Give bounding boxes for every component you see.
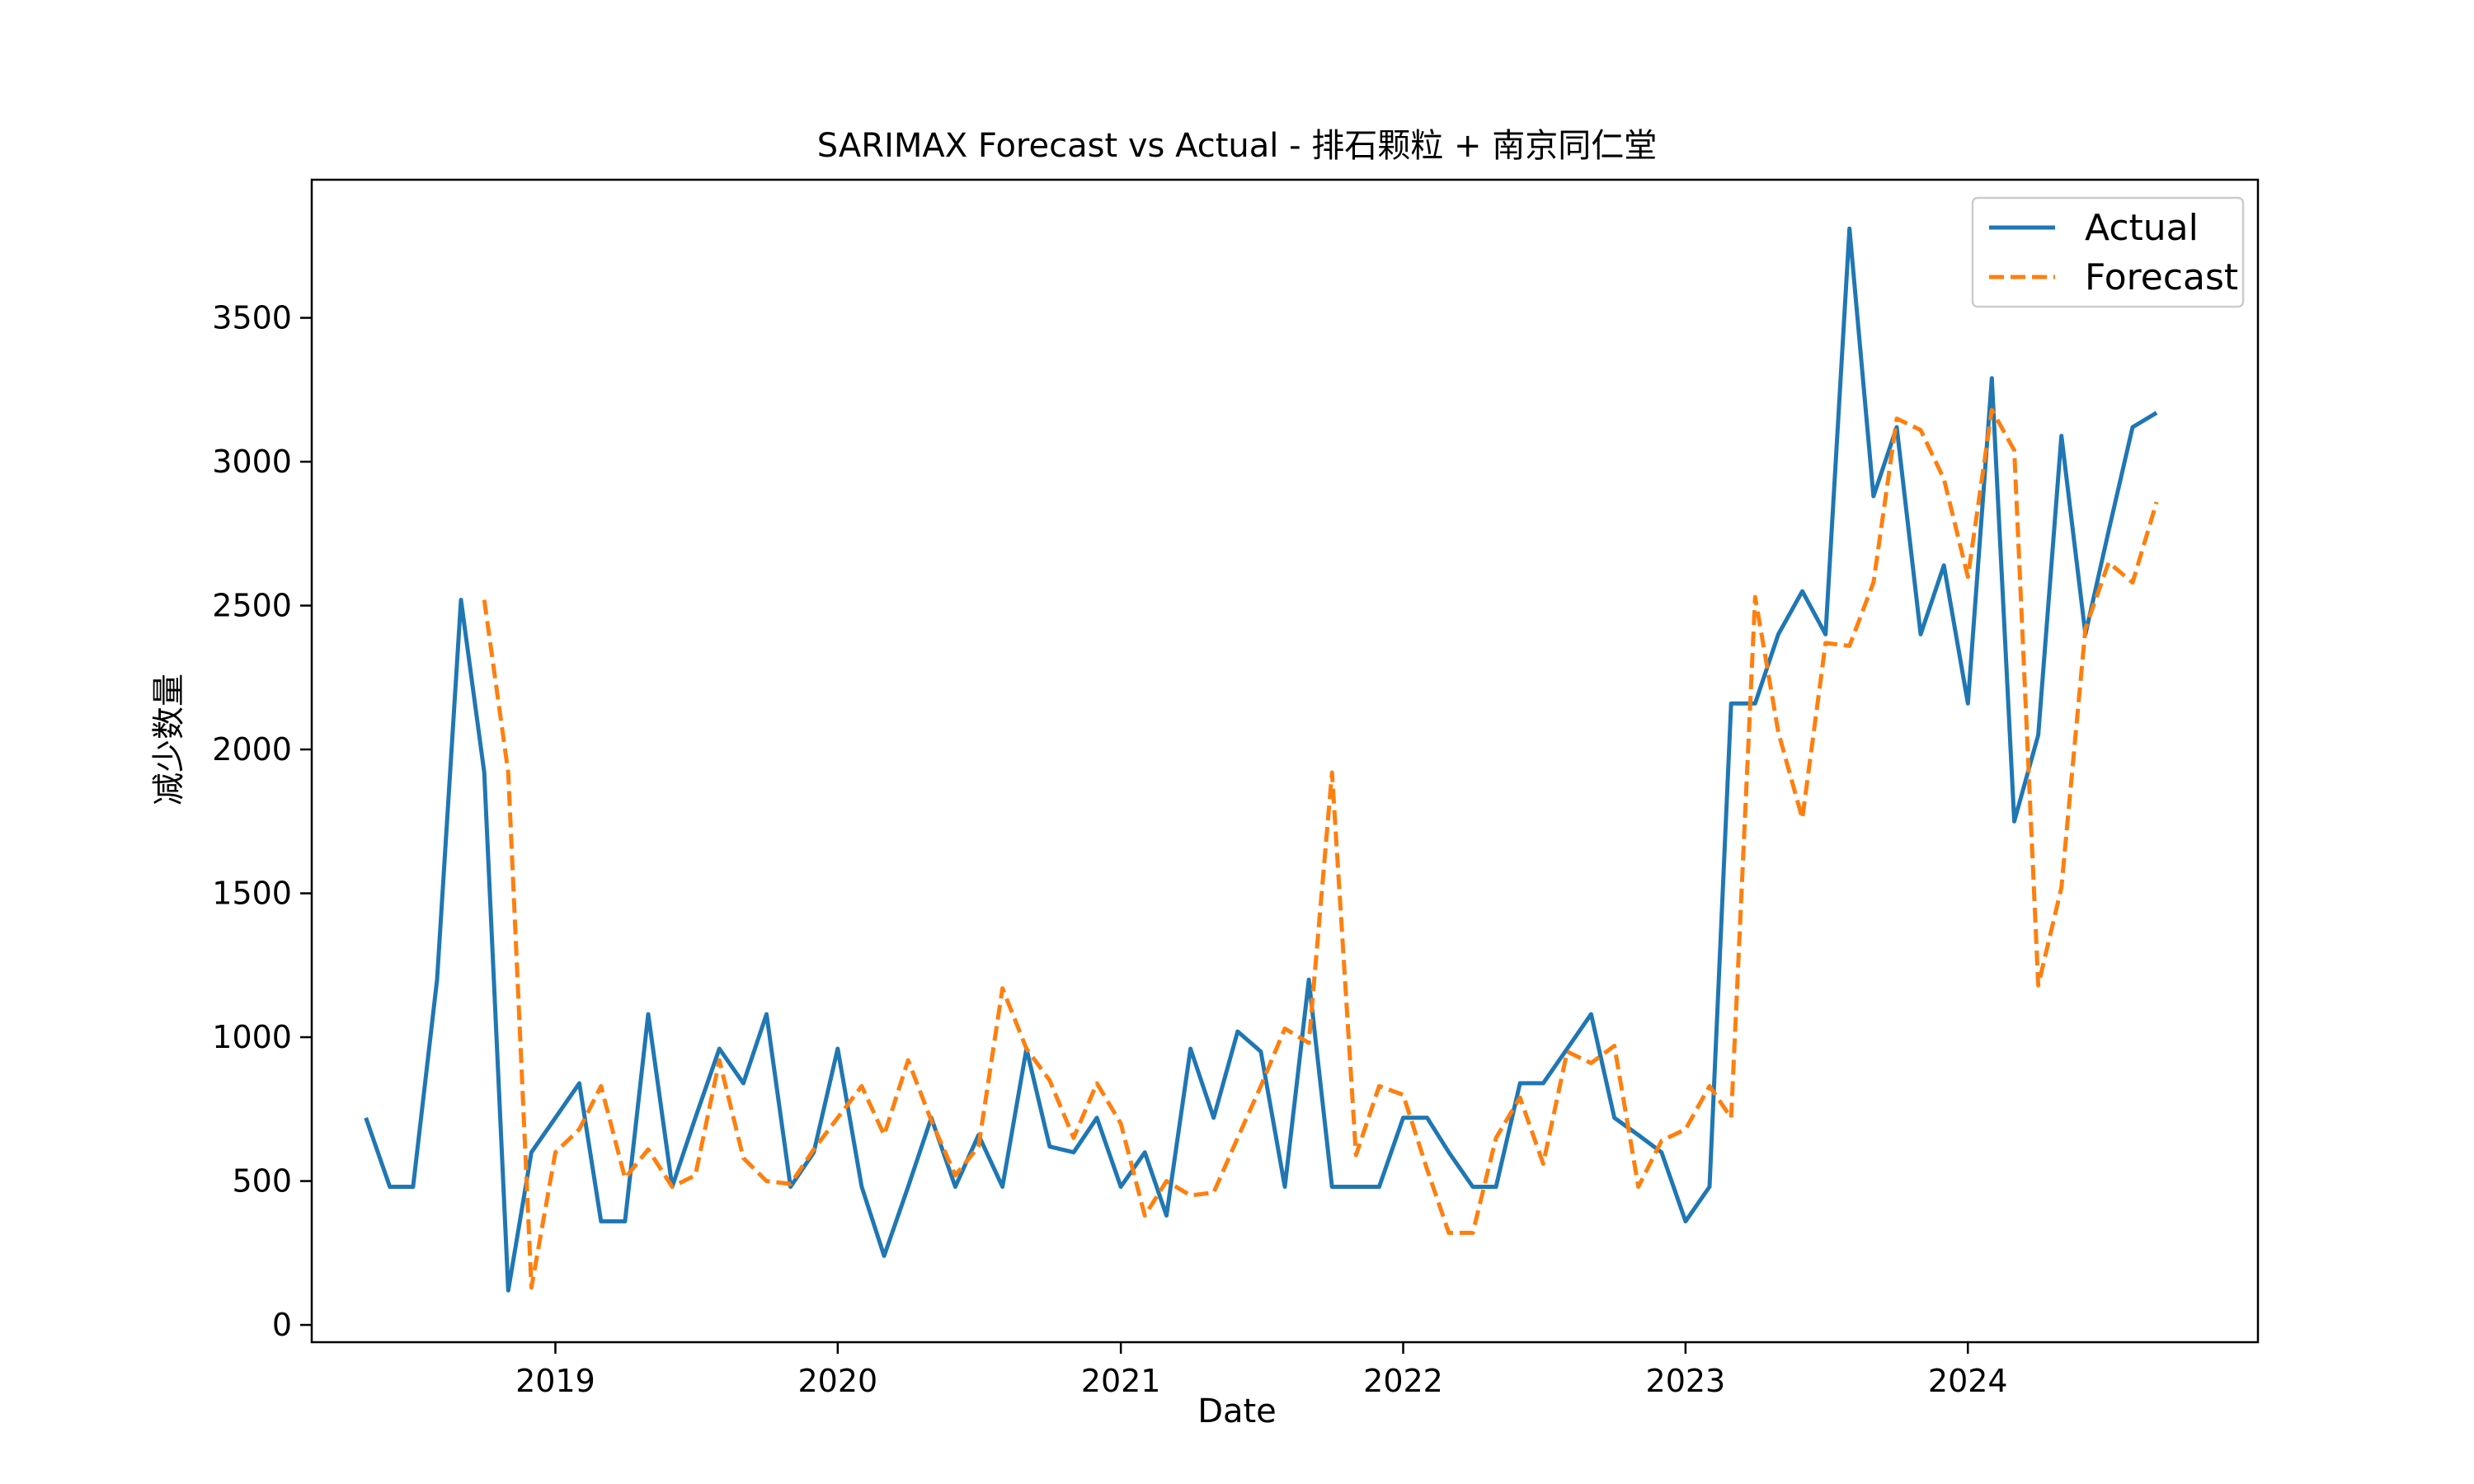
y-tick-label: 1500 (212, 876, 292, 912)
series-line-actual (364, 226, 2158, 1293)
plot-area-frame (310, 178, 2260, 1344)
y-tick-label: 2500 (212, 588, 292, 624)
x-tick-label: 2023 (1646, 1363, 1726, 1399)
series-line-forecast (482, 407, 2159, 1290)
y-axis-title: 减少数量 (150, 674, 188, 805)
x-tick-label: 2022 (1363, 1363, 1443, 1399)
x-axis-title: Date (1197, 1392, 1277, 1430)
x-axis-ticks: 2019 2020 2021 2022 2023 2024 (515, 1342, 2008, 1399)
x-tick-label: 2021 (1081, 1363, 1161, 1399)
x-tick-label: 2024 (1928, 1363, 2008, 1399)
y-tick-label: 1000 (212, 1019, 292, 1055)
series-layer (364, 226, 2159, 1293)
legend-box (1971, 196, 2245, 308)
y-tick-label: 2000 (212, 731, 292, 768)
y-tick-label: 0 (272, 1307, 292, 1343)
y-tick-label: 3000 (212, 444, 292, 480)
legend-label-actual: Actual (2085, 207, 2199, 249)
legend: Actual Forecast (1971, 196, 2245, 308)
x-tick-label: 2019 (515, 1363, 595, 1399)
y-tick-label: 3500 (212, 300, 292, 336)
chart-title: SARIMAX Forecast vs Actual - 排石颗粒 + 南京同仁… (817, 127, 1657, 165)
x-tick-label: 2020 (797, 1363, 877, 1399)
y-axis-ticks: 0 500 1000 1500 2000 2500 3000 3500 (212, 300, 312, 1343)
legend-label-forecast: Forecast (2085, 256, 2238, 298)
y-tick-label: 500 (232, 1163, 292, 1200)
